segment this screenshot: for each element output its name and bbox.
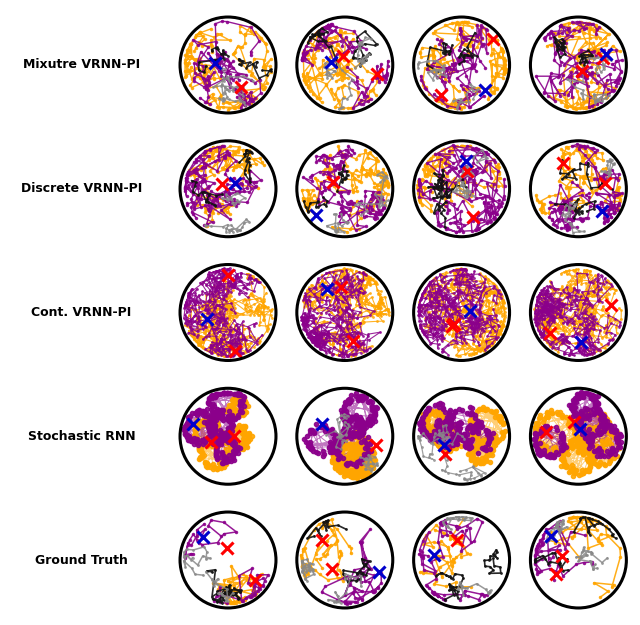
Text: Discrete VRNN-PI: Discrete VRNN-PI — [20, 182, 142, 195]
Text: Mixutre VRNN-PI: Mixutre VRNN-PI — [23, 59, 140, 71]
Text: Stochastic RNN: Stochastic RNN — [28, 430, 135, 442]
Text: Cont. VRNN-PI: Cont. VRNN-PI — [31, 306, 132, 319]
Text: Ground Truth: Ground Truth — [35, 554, 128, 566]
